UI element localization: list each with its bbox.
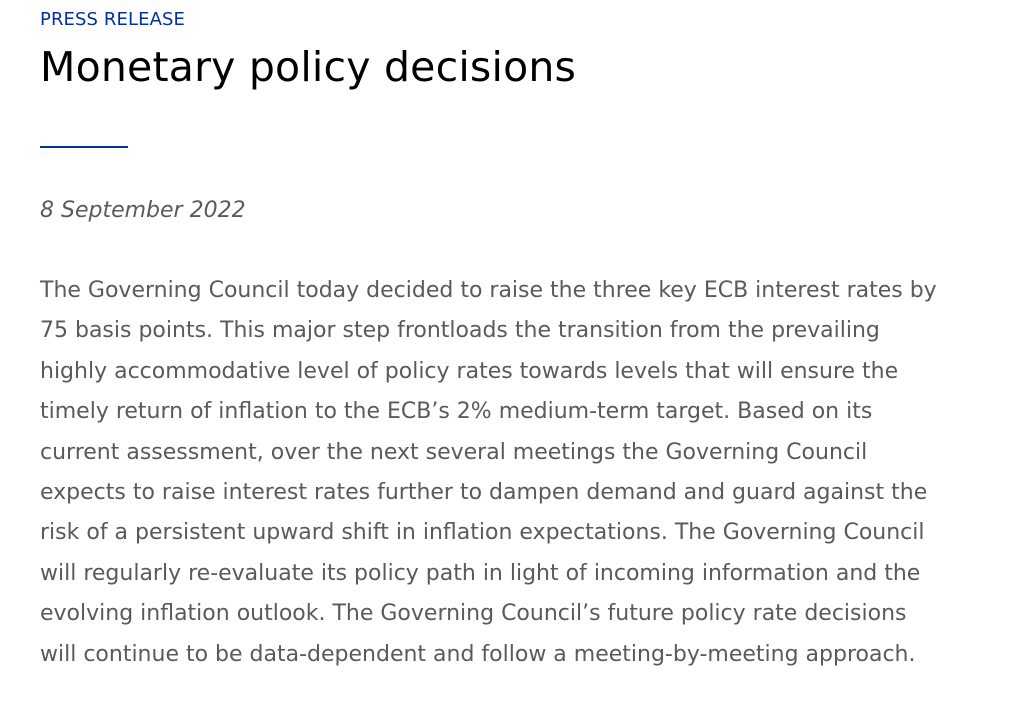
title-divider (40, 146, 128, 148)
paragraph-line: current assessment, over the next severa… (40, 439, 868, 465)
paragraph-line: will regularly re-evaluate its policy pa… (40, 560, 921, 586)
body-paragraph: The Governing Council today decided to r… (40, 271, 990, 675)
paragraph-line: evolving inflation outlook. The Governin… (40, 601, 907, 627)
paragraph-line: expects to raise interest rates further … (40, 480, 928, 506)
press-release-label: PRESS RELEASE (40, 9, 186, 30)
paragraph-line: 75 basis points. This major step frontlo… (40, 318, 880, 344)
paragraph-line: The Governing Council today decided to r… (40, 278, 937, 303)
paragraph-line: will continue to be data-dependent and f… (40, 641, 916, 667)
page-title: Monetary policy decisions (40, 43, 577, 91)
paragraph-line: highly accommodative level of policy rat… (40, 358, 899, 384)
publication-date: 8 September 2022 (40, 198, 246, 223)
paragraph-line: risk of a persistent upward shift in inf… (40, 520, 925, 546)
paragraph-line: timely return of inflation to the ECB’s … (40, 399, 873, 425)
